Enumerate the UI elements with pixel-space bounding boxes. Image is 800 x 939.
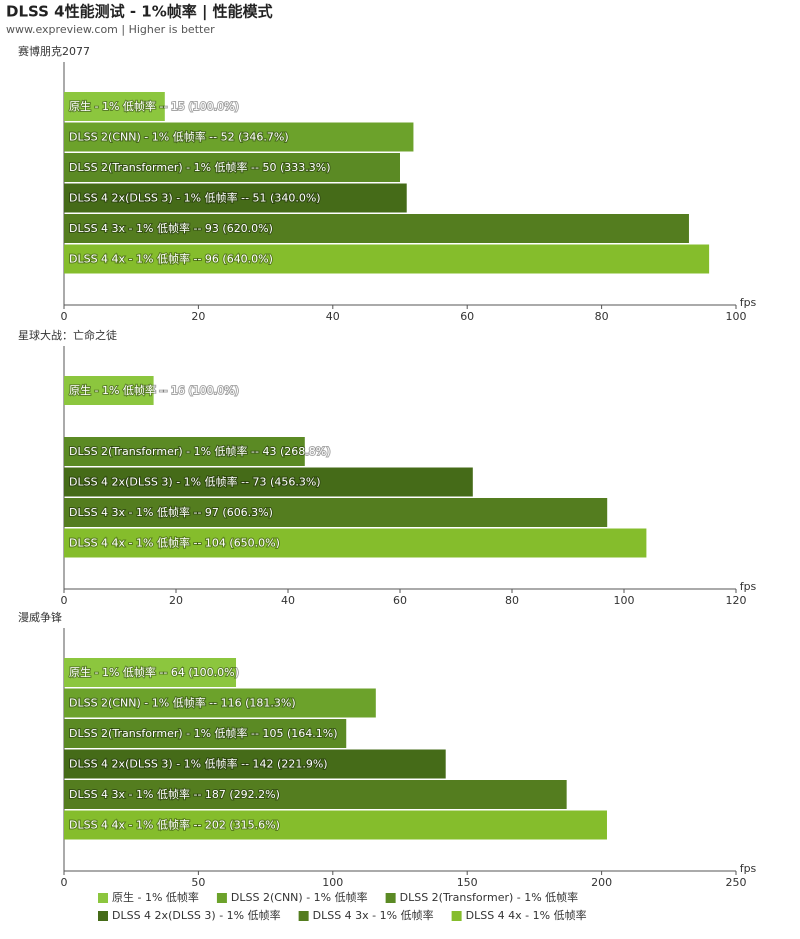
- x-tick-label: 200: [591, 876, 612, 889]
- bar: [64, 467, 473, 497]
- value-label: DLSS 2(Transformer) - 1% 低帧率 -- 43 (268.…: [69, 444, 331, 458]
- value-label: DLSS 4 2x(DLSS 3) - 1% 低帧率 -- 51 (340.0%…: [69, 191, 321, 205]
- bar: [64, 658, 237, 687]
- x-tick-label: 150: [457, 876, 478, 889]
- legend-swatch: [385, 893, 396, 903]
- subtitle: www.expreview.com | Higher is better: [6, 23, 215, 36]
- value-label: DLSS 4 3x - 1% 低帧率 -- 187 (292.2%): [69, 787, 280, 801]
- chart-title: 漫威争锋: [18, 610, 62, 624]
- value-label: DLSS 4 4x - 1% 低帧率 -- 104 (650.0%): [69, 536, 280, 550]
- x-tick-label: 60: [393, 594, 407, 607]
- title: DLSS 4性能测试 - 1%帧率 | 性能模式: [6, 3, 273, 22]
- bar: [64, 183, 407, 213]
- value-label: DLSS 2(Transformer) - 1% 低帧率 -- 50 (333.…: [69, 160, 331, 174]
- bar: [64, 376, 154, 405]
- bar: [64, 719, 347, 748]
- legend-label: DLSS 4 4x - 1% 低帧率: [466, 908, 587, 922]
- bar: [64, 498, 608, 527]
- legend-label: DLSS 4 2x(DLSS 3) - 1% 低帧率: [112, 908, 281, 922]
- x-tick-label: 100: [726, 310, 747, 323]
- x-tick-label: 0: [61, 876, 68, 889]
- bar: [64, 688, 376, 718]
- legend-swatch: [216, 893, 227, 903]
- chart-title: 赛博朋克2077: [18, 44, 90, 58]
- value-label: 原生 - 1% 低帧率 -- 64 (100.0%): [69, 665, 239, 679]
- bar: [64, 153, 400, 182]
- legend-label: DLSS 2(Transformer) - 1% 低帧率: [400, 890, 579, 904]
- x-tick-label: 20: [169, 594, 183, 607]
- legend-swatch: [98, 893, 108, 903]
- chart-title: 星球大战：亡命之徒: [18, 328, 117, 342]
- x-axis-label: fps: [740, 296, 757, 309]
- value-label: DLSS 2(Transformer) - 1% 低帧率 -- 105 (164…: [69, 726, 338, 740]
- bar: [64, 780, 567, 809]
- bar: [64, 749, 446, 779]
- bar: [64, 214, 689, 243]
- value-label: DLSS 4 2x(DLSS 3) - 1% 低帧率 -- 142 (221.9…: [69, 757, 328, 771]
- x-tick-label: 80: [505, 594, 519, 607]
- value-label: 原生 - 1% 低帧率 -- 16 (100.0%): [69, 383, 239, 397]
- x-tick-label: 100: [614, 594, 635, 607]
- legend-label: DLSS 4 3x - 1% 低帧率: [313, 908, 434, 922]
- value-label: DLSS 2(CNN) - 1% 低帧率 -- 116 (181.3%): [69, 696, 296, 710]
- legend-label: DLSS 2(CNN) - 1% 低帧率: [231, 890, 368, 904]
- x-axis-label: fps: [740, 580, 757, 593]
- bar: [64, 244, 710, 274]
- x-tick-label: 250: [726, 876, 747, 889]
- x-tick-label: 80: [595, 310, 609, 323]
- value-label: DLSS 4 3x - 1% 低帧率 -- 97 (606.3%): [69, 505, 273, 519]
- x-tick-label: 0: [61, 310, 68, 323]
- value-label: DLSS 4 4x - 1% 低帧率 -- 202 (315.6%): [69, 818, 280, 832]
- legend-swatch: [298, 911, 309, 921]
- x-tick-label: 120: [726, 594, 747, 607]
- x-tick-label: 60: [460, 310, 474, 323]
- legend-swatch: [451, 911, 462, 921]
- bar: [64, 92, 165, 121]
- value-label: DLSS 2(CNN) - 1% 低帧率 -- 52 (346.7%): [69, 130, 289, 144]
- bar: [64, 437, 305, 466]
- x-tick-label: 50: [191, 876, 205, 889]
- x-tick-label: 0: [61, 594, 68, 607]
- value-label: 原生 - 1% 低帧率 -- 15 (100.0%): [69, 99, 239, 113]
- bar: [64, 810, 607, 840]
- x-axis-label: fps: [740, 862, 757, 875]
- legend-swatch: [98, 911, 108, 921]
- bar: [64, 528, 647, 558]
- x-tick-label: 40: [326, 310, 340, 323]
- x-tick-label: 20: [191, 310, 205, 323]
- legend-label: 原生 - 1% 低帧率: [112, 890, 199, 904]
- bar: [64, 122, 414, 152]
- value-label: DLSS 4 3x - 1% 低帧率 -- 93 (620.0%): [69, 221, 273, 235]
- x-tick-label: 100: [322, 876, 343, 889]
- value-label: DLSS 4 2x(DLSS 3) - 1% 低帧率 -- 73 (456.3%…: [69, 475, 321, 489]
- x-tick-label: 40: [281, 594, 295, 607]
- value-label: DLSS 4 4x - 1% 低帧率 -- 96 (640.0%): [69, 252, 273, 266]
